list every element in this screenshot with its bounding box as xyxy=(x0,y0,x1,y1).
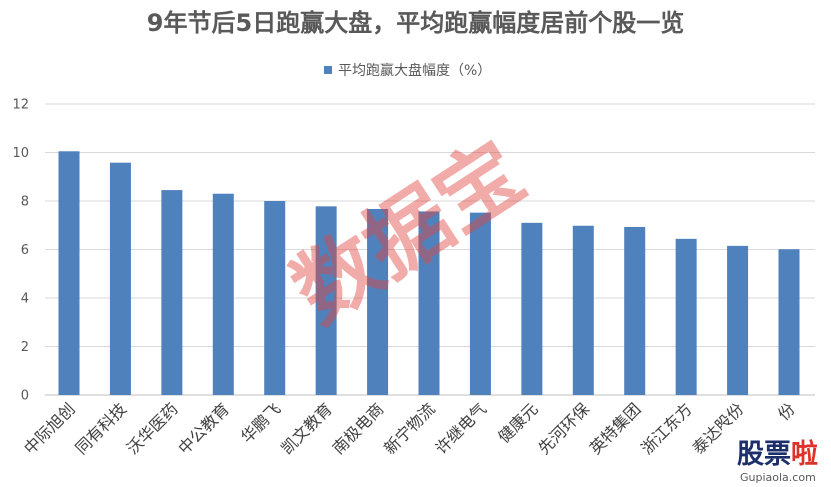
bar-6 xyxy=(315,206,337,395)
logo-text: 股票啦 xyxy=(737,438,818,470)
x-tick-label: 许继电气 xyxy=(432,399,491,458)
logo-background xyxy=(722,425,831,487)
x-tick-label: 南极电商 xyxy=(329,399,388,458)
bar-15 xyxy=(778,249,800,395)
watermark-text: 数据宝 xyxy=(276,123,541,342)
y-tick-label: 12 xyxy=(12,98,29,113)
y-tick-label: 10 xyxy=(12,146,29,161)
logo-site-text: Gupiaola.com xyxy=(740,471,816,484)
bar-12 xyxy=(624,226,646,395)
x-tick-label: 先河环保 xyxy=(534,399,593,458)
x-tick-label: 同有科技 xyxy=(72,399,131,458)
legend: 平均跑赢大盘幅度（%） xyxy=(324,62,491,79)
x-tick-label: 健康元 xyxy=(494,399,541,446)
bar-4 xyxy=(212,193,234,395)
bar-1 xyxy=(58,151,80,395)
legend-label: 平均跑赢大盘幅度（%） xyxy=(338,62,491,79)
bar-11 xyxy=(572,225,594,395)
logo-main-text: 股票 xyxy=(737,439,791,470)
bar-14 xyxy=(727,245,749,395)
y-axis-labels: 0 2 4 6 8 10 12 xyxy=(12,98,29,404)
y-tick-label: 0 xyxy=(21,389,29,404)
y-tick-label: 2 xyxy=(21,340,29,355)
bar-5 xyxy=(264,201,286,395)
x-tick-label: 华鹏飞 xyxy=(237,399,284,446)
logo: 股票啦 Gupiaola.com xyxy=(722,425,831,487)
bar-13 xyxy=(675,238,697,395)
bar-8 xyxy=(418,211,440,395)
y-tick-label: 4 xyxy=(21,292,29,307)
x-tick-label: 中际旭创 xyxy=(20,399,79,458)
x-tick-label: 浙江东方 xyxy=(637,399,696,458)
bar-10 xyxy=(521,222,543,395)
x-tick-label: 凯文教育 xyxy=(277,399,336,458)
x-tick-label: 沃华医药 xyxy=(123,399,182,458)
y-tick-label: 6 xyxy=(21,243,29,258)
bar-9 xyxy=(469,212,491,395)
bar-3 xyxy=(161,190,183,395)
bar-2 xyxy=(109,162,131,395)
logo-accent-text: 啦 xyxy=(791,438,818,470)
bars xyxy=(58,151,800,395)
x-tick-label: 新宁物流 xyxy=(380,399,439,458)
legend-swatch xyxy=(324,66,332,74)
x-tick-label: 中公教育 xyxy=(174,399,233,458)
x-tick-label: 份 xyxy=(774,399,799,424)
x-tick-label: 英特集团 xyxy=(586,399,645,458)
chart-title: 9年节后5日跑赢大盘，平均跑赢幅度居前个股一览 xyxy=(147,9,684,37)
bar-7 xyxy=(367,209,389,395)
y-tick-label: 8 xyxy=(21,195,29,210)
